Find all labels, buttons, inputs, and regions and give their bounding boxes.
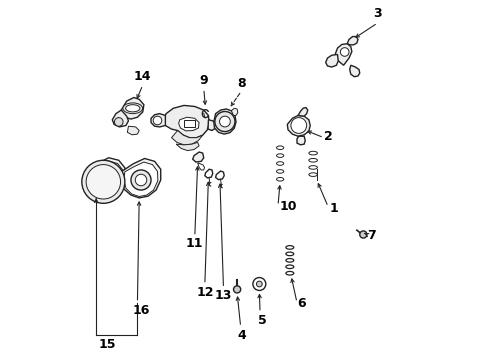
Polygon shape bbox=[124, 162, 158, 197]
Polygon shape bbox=[208, 120, 216, 131]
Polygon shape bbox=[112, 110, 128, 127]
Circle shape bbox=[215, 112, 235, 132]
Polygon shape bbox=[287, 116, 310, 136]
Polygon shape bbox=[347, 37, 358, 45]
Text: 7: 7 bbox=[367, 229, 376, 242]
Text: 8: 8 bbox=[237, 77, 245, 90]
Polygon shape bbox=[297, 136, 305, 145]
Circle shape bbox=[115, 118, 123, 126]
Circle shape bbox=[234, 286, 241, 293]
Text: 6: 6 bbox=[297, 297, 306, 310]
Polygon shape bbox=[326, 54, 338, 67]
Text: 11: 11 bbox=[186, 237, 203, 250]
Text: 15: 15 bbox=[98, 338, 116, 351]
Polygon shape bbox=[122, 98, 144, 119]
Circle shape bbox=[220, 116, 230, 127]
Circle shape bbox=[131, 170, 151, 190]
Circle shape bbox=[153, 116, 162, 125]
Text: 3: 3 bbox=[373, 8, 382, 21]
Polygon shape bbox=[176, 142, 199, 150]
Text: 12: 12 bbox=[197, 286, 214, 299]
Text: 5: 5 bbox=[258, 315, 267, 328]
Polygon shape bbox=[298, 108, 308, 116]
Circle shape bbox=[253, 278, 266, 291]
Text: 14: 14 bbox=[134, 70, 151, 83]
Polygon shape bbox=[151, 114, 166, 127]
Polygon shape bbox=[197, 163, 204, 170]
Text: 2: 2 bbox=[324, 130, 333, 144]
Text: 10: 10 bbox=[279, 201, 296, 213]
Polygon shape bbox=[87, 161, 124, 199]
Circle shape bbox=[86, 165, 121, 199]
Polygon shape bbox=[85, 158, 126, 200]
Circle shape bbox=[135, 174, 147, 186]
Polygon shape bbox=[122, 158, 161, 198]
Ellipse shape bbox=[125, 105, 140, 112]
Polygon shape bbox=[127, 126, 139, 135]
Polygon shape bbox=[216, 171, 224, 180]
Bar bbox=[184, 120, 195, 127]
Text: 4: 4 bbox=[237, 329, 246, 342]
Circle shape bbox=[256, 281, 262, 287]
Polygon shape bbox=[231, 108, 238, 116]
Circle shape bbox=[360, 231, 367, 238]
Polygon shape bbox=[172, 131, 203, 145]
Ellipse shape bbox=[123, 103, 143, 114]
Polygon shape bbox=[179, 117, 199, 131]
Text: 13: 13 bbox=[215, 289, 232, 302]
Polygon shape bbox=[214, 109, 236, 134]
Text: 16: 16 bbox=[132, 304, 149, 317]
Circle shape bbox=[82, 160, 125, 203]
Text: 1: 1 bbox=[329, 202, 338, 215]
Polygon shape bbox=[163, 105, 209, 138]
Circle shape bbox=[291, 118, 307, 134]
Polygon shape bbox=[350, 65, 360, 77]
Polygon shape bbox=[193, 152, 204, 162]
Text: 9: 9 bbox=[199, 74, 208, 87]
Polygon shape bbox=[335, 44, 352, 65]
Circle shape bbox=[341, 48, 349, 56]
Polygon shape bbox=[205, 169, 213, 178]
